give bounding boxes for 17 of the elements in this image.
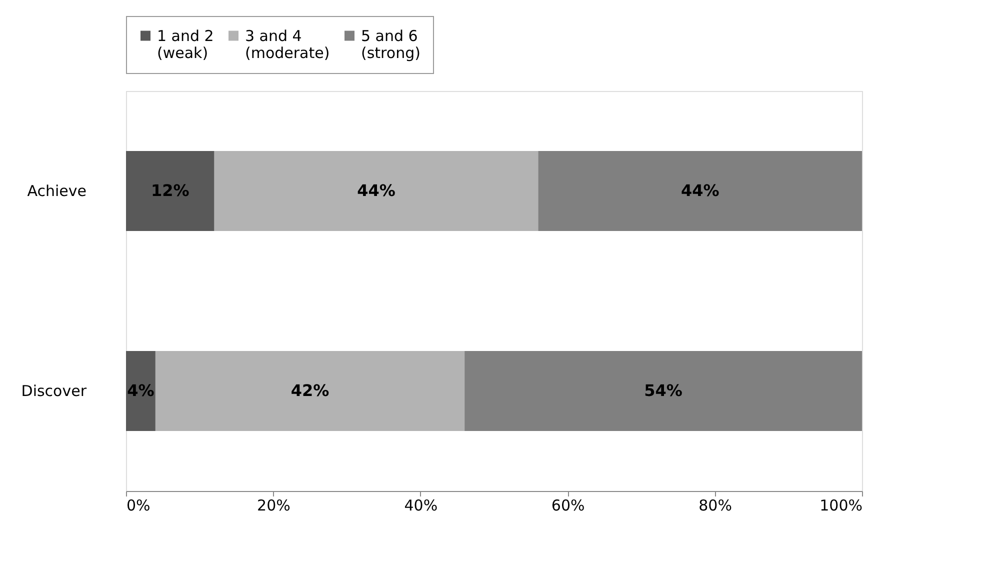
x-tick-label: 40% [404, 496, 438, 514]
data-label: 44% [357, 181, 396, 200]
data-label: 4% [127, 381, 154, 400]
x-tick-label: 100% [820, 496, 862, 514]
x-tick-label: 0% [126, 496, 150, 514]
data-label: 42% [290, 381, 330, 400]
x-tick-label: 80% [698, 496, 732, 514]
y-tick-label: Discover [21, 382, 88, 400]
legend-label: 3 and 4 (moderate) [245, 26, 330, 62]
data-label: 12% [151, 181, 190, 200]
legend-label: 1 and 2 (weak) [157, 26, 214, 62]
data-label: 44% [680, 181, 720, 200]
legend-label: 5 and 6 (strong) [361, 26, 420, 62]
x-tick-label: 60% [551, 496, 585, 514]
y-tick-label: Achieve [27, 182, 86, 200]
data-label: 54% [644, 381, 682, 400]
x-tick-label: 20% [257, 496, 290, 514]
